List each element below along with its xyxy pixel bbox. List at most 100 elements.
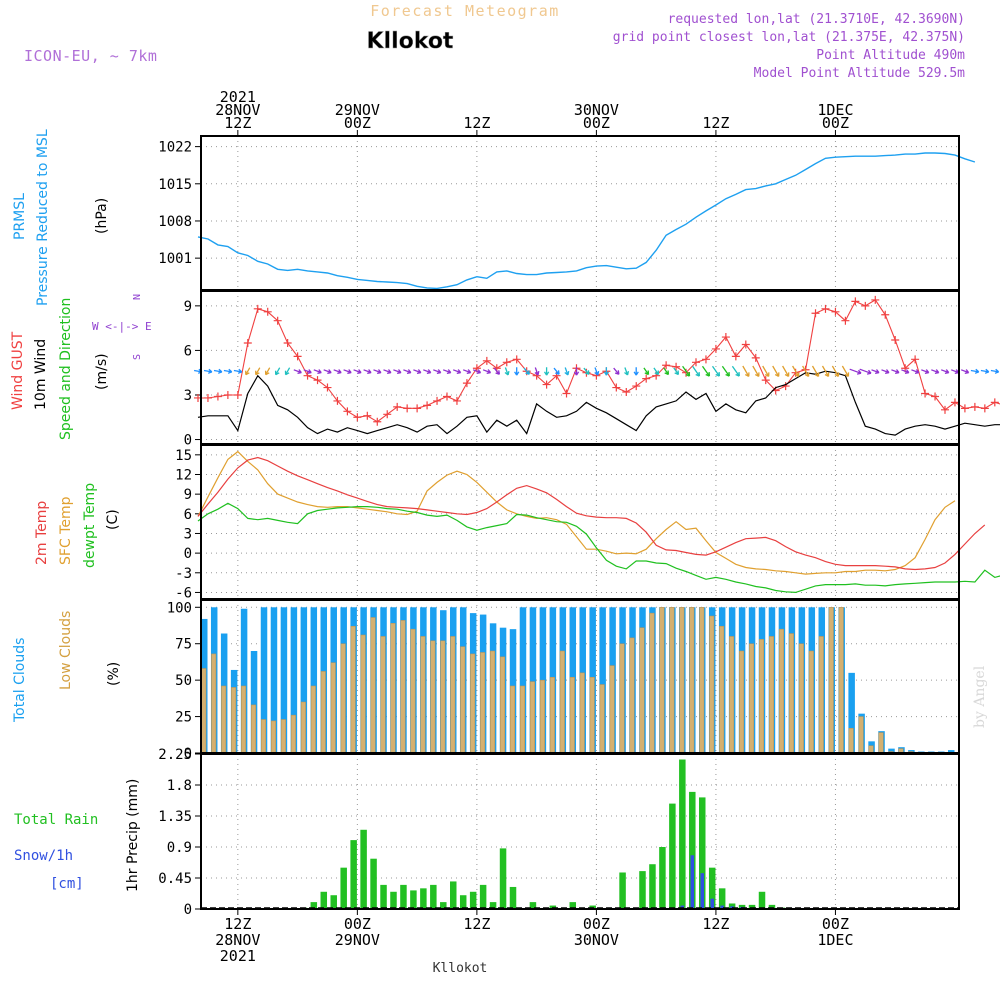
ytick-label: 6 [184, 507, 192, 523]
panel-temperature: -6 -3 0 3 6 9 12 15 [175, 444, 1000, 601]
wind-direction-arrow [472, 369, 482, 375]
wind-direction-arrow [762, 365, 770, 377]
gust-point [413, 404, 422, 413]
wind-direction-arrow [442, 369, 452, 375]
ytick-label: 100 [167, 600, 192, 616]
wind-direction-arrow [393, 369, 402, 375]
low-clouds-bar [808, 650, 814, 754]
low-clouds-bar [609, 665, 615, 754]
plot-area-temperature [201, 445, 959, 599]
ytick-label: -6 [175, 585, 192, 601]
gust-point [562, 389, 571, 398]
gust-point [851, 297, 860, 306]
total-clouds-bar [260, 607, 268, 753]
rain-bar [310, 902, 318, 909]
wind-direction-arrow [624, 367, 630, 376]
gust-point [213, 392, 222, 401]
top-time-label: 00Z [822, 114, 849, 132]
gust-point [881, 310, 890, 319]
total-clouds-bar [848, 672, 855, 753]
panel-precip: 0 0.45 0.9 1.35 1.8 2.25 [158, 747, 960, 918]
label-low-clouds: Low Clouds [58, 611, 74, 690]
gust-point [960, 404, 969, 413]
gust-point [482, 356, 491, 365]
ytick-label: 1008 [158, 214, 192, 230]
total-clouds-bar [300, 607, 308, 753]
low-clouds-bar [719, 625, 725, 754]
low-clouds-bar [340, 643, 346, 754]
gust-point [393, 402, 402, 411]
wind-direction-arrow [772, 365, 780, 377]
gust-point [283, 338, 292, 347]
low-clouds-bar [689, 607, 695, 754]
wind-direction-arrow [493, 367, 501, 375]
wind-direction-arrow [980, 368, 990, 374]
label-dewpt-temp: dewpt Temp [82, 483, 98, 568]
low-clouds-bar [490, 650, 496, 754]
wind-direction-arrow [564, 367, 570, 376]
gust-point [512, 355, 521, 364]
rain-bar [669, 803, 676, 909]
wind-direction-arrow [643, 367, 650, 376]
rain-bar [370, 858, 377, 909]
snow-bar [720, 905, 724, 909]
wind-direction-arrow [940, 369, 950, 375]
cloud-labels: Total Clouds Low Clouds (%) [12, 611, 122, 723]
wind-direction-arrow [594, 367, 600, 376]
low-clouds-bar [569, 676, 575, 754]
wind-direction-arrow [682, 365, 691, 377]
ytick-label: 0 [184, 902, 192, 918]
wind-direction-arrow [970, 368, 980, 374]
rain-bar [499, 848, 507, 909]
series-prmsl [197, 152, 976, 290]
ytick-label: 1.35 [158, 809, 192, 825]
panel-wind: 0 3 6 9 [184, 290, 1000, 449]
snow-bar [690, 855, 695, 909]
top-time-label: 12Z [463, 114, 490, 132]
low-clouds-bar [838, 607, 844, 754]
wind-direction-arrow [255, 367, 261, 376]
plot-area-precip [201, 754, 959, 909]
rain-bar [430, 884, 437, 909]
wind-direction-arrow [274, 367, 281, 376]
ytick-label: 0 [184, 433, 192, 449]
rain-bar [390, 891, 397, 909]
wind-labels: Wind GUST 10m Wind Speed and Direction (… [10, 294, 152, 440]
wind-direction-arrow [692, 365, 701, 377]
label-total-rain: Total Rain [14, 812, 98, 828]
gust-point [452, 396, 461, 405]
label-snow: Snow/1h [14, 848, 73, 864]
low-clouds-bar [739, 650, 745, 754]
low-clouds-bar [350, 625, 356, 754]
wind-direction-arrow [701, 365, 711, 377]
gust-point [343, 407, 352, 416]
rain-bar [649, 864, 656, 909]
panel-clouds: 0 25 50 75 100 [167, 599, 960, 762]
wind-direction-arrow [553, 367, 560, 375]
gust-point [731, 352, 740, 361]
wind-direction-arrow [343, 369, 352, 375]
low-clouds-bar [500, 656, 506, 754]
info-model-altitude: Model Point Altitude 529.5m [754, 66, 965, 81]
bottom-time-label: 00Z [583, 915, 610, 933]
wind-direction-arrow [792, 365, 800, 377]
gust-point [921, 389, 930, 398]
gust-point [243, 338, 252, 347]
gust-point [861, 301, 870, 310]
wind-direction-arrow [921, 369, 930, 375]
total-clouds-bar [310, 607, 318, 753]
label-pressure-msl: Pressure Reduced to MSL [35, 129, 51, 306]
low-clouds-bar [579, 672, 585, 754]
low-clouds-bar [390, 623, 396, 754]
top-time-label: 12Z [702, 114, 729, 132]
low-clouds-bar [519, 685, 525, 754]
bottom-time-label: 00Z [822, 915, 849, 933]
ytick-label: 50 [175, 673, 192, 689]
gust-point [751, 353, 760, 362]
plot-area-pressure [201, 136, 959, 290]
station-title: Kllokot [367, 29, 454, 54]
footer-station-name: Kllokot [433, 961, 488, 976]
total-clouds-bar [888, 748, 895, 753]
bottom-time-label: 12Z [702, 915, 729, 933]
low-clouds-bar [420, 636, 426, 754]
